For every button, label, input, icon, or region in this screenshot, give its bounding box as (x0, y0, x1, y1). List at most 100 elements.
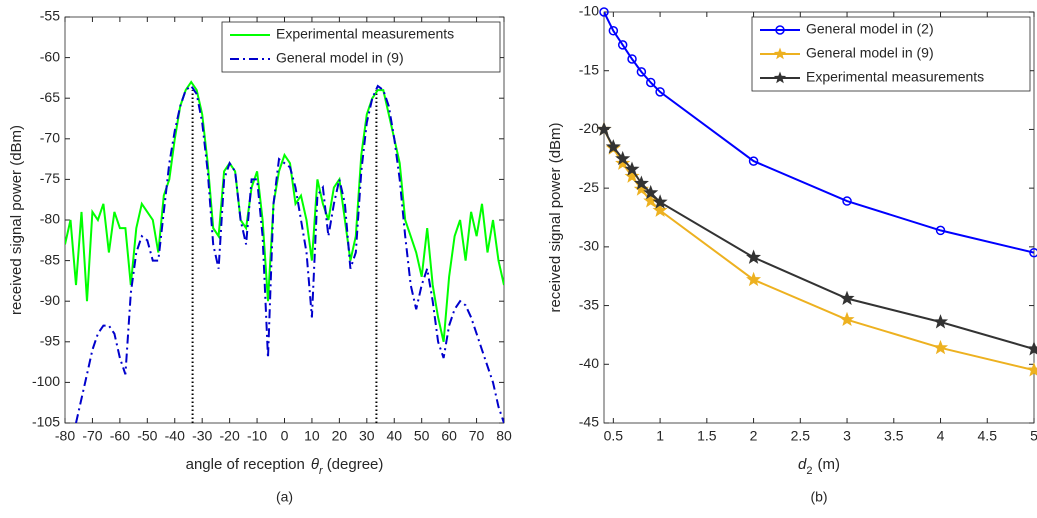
y-tick-label: -35 (579, 296, 599, 312)
x-tick-label: -40 (165, 428, 185, 444)
x-axis-label: angle of reception θr (degree) (186, 456, 384, 477)
x-tick-label: 4 (937, 428, 945, 444)
x-tick-label: -60 (110, 428, 130, 444)
y-tick-label: -70 (40, 130, 60, 146)
legend-marker (773, 71, 787, 84)
marker (839, 311, 855, 327)
x-axis-label-part: d (798, 456, 807, 473)
marker (839, 290, 855, 305)
marker (652, 194, 668, 209)
legend-label: General model in (2) (806, 21, 934, 37)
y-tick-label: -100 (32, 373, 60, 389)
x-tick-label: 30 (359, 428, 375, 444)
y-tick-label: -60 (40, 48, 60, 64)
marker (599, 7, 609, 17)
panel-caption: (b) (810, 489, 827, 505)
x-tick-label: 80 (496, 428, 512, 444)
y-tick-label: -80 (40, 211, 60, 227)
marker (624, 161, 640, 176)
marker (746, 249, 762, 264)
x-tick-label: 50 (414, 428, 430, 444)
x-axis-label-part: angle of reception (186, 456, 305, 473)
marker (1029, 247, 1037, 258)
legend-marker (775, 25, 785, 35)
x-axis-label-part: 2 (806, 465, 812, 477)
marker (748, 156, 759, 166)
series-line (75, 84, 504, 423)
x-tick-label: 2.5 (791, 428, 811, 444)
marker (1026, 362, 1037, 377)
legend-label: General model in (9) (276, 50, 404, 66)
y-tick-label: -20 (579, 120, 599, 136)
x-tick-label: 0.5 (604, 428, 624, 444)
marker (655, 87, 665, 97)
y-tick-label: -105 (32, 414, 60, 430)
panel-caption: (a) (276, 489, 293, 505)
legend-label: Experimental measurements (806, 69, 984, 85)
y-tick-label: -40 (579, 355, 599, 371)
x-tick-label: -80 (55, 428, 75, 444)
marker (636, 67, 647, 77)
x-tick-label: 60 (441, 428, 457, 444)
y-tick-label: -95 (40, 333, 60, 349)
marker (643, 184, 659, 200)
x-tick-label: 40 (386, 428, 402, 444)
x-tick-label: 10 (304, 428, 320, 444)
x-tick-label: 4.5 (978, 428, 998, 444)
x-axis-label-part: θ (311, 456, 319, 473)
y-axis-label: received signal power (dBm) (547, 122, 564, 312)
x-tick-label: -30 (192, 428, 212, 444)
marker (615, 155, 631, 170)
y-tick-label: -45 (579, 414, 599, 430)
x-tick-label: -50 (137, 428, 157, 444)
y-tick-label: -65 (40, 89, 60, 105)
x-tick-label: -70 (82, 428, 102, 444)
x-tick-label: -20 (220, 428, 240, 444)
marker (842, 196, 852, 206)
legend-label: General model in (9) (806, 45, 934, 61)
x-tick-label: 3 (843, 428, 851, 444)
x-tick-label: 70 (469, 428, 485, 444)
x-axis-label-part: r (319, 465, 324, 477)
marker (624, 168, 640, 183)
x-tick-label: 5 (1030, 428, 1037, 444)
x-tick-label: 1 (656, 428, 664, 444)
y-axis-label: received signal power (dBm) (8, 125, 25, 315)
marker (645, 77, 656, 88)
legend-box (221, 21, 501, 73)
y-tick-label: -90 (40, 292, 60, 308)
marker (615, 150, 631, 166)
x-axis-label: d2 (m) (798, 456, 840, 477)
x-tick-label: 3.5 (884, 428, 904, 444)
y-tick-label: -85 (40, 251, 60, 267)
marker (633, 175, 649, 190)
x-axis-label-part: (degree) (327, 456, 384, 473)
marker (608, 26, 619, 36)
marker (746, 271, 762, 287)
marker (932, 314, 949, 329)
y-tick-label: -75 (40, 170, 60, 186)
series-line (604, 12, 1034, 254)
plot-area (64, 16, 505, 424)
y-tick-label: -30 (579, 238, 599, 254)
x-tick-label: 0 (281, 428, 289, 444)
marker (617, 40, 628, 50)
marker (935, 225, 946, 236)
x-tick-label: 20 (332, 428, 348, 444)
marker (1026, 341, 1037, 356)
x-axis-label-part: (m) (817, 456, 840, 473)
marker (627, 54, 637, 64)
y-tick-label: -25 (579, 179, 599, 195)
y-tick-label: -55 (40, 8, 60, 24)
x-tick-label: -10 (247, 428, 267, 444)
marker (932, 339, 949, 355)
x-tick-label: 2 (750, 428, 758, 444)
legend-label: Experimental measurements (276, 26, 454, 42)
series-line (65, 80, 504, 343)
y-tick-label: -10 (579, 3, 599, 19)
legend-marker (773, 47, 787, 60)
x-tick-label: 1.5 (697, 428, 717, 444)
marker (652, 202, 668, 217)
marker (605, 139, 621, 154)
